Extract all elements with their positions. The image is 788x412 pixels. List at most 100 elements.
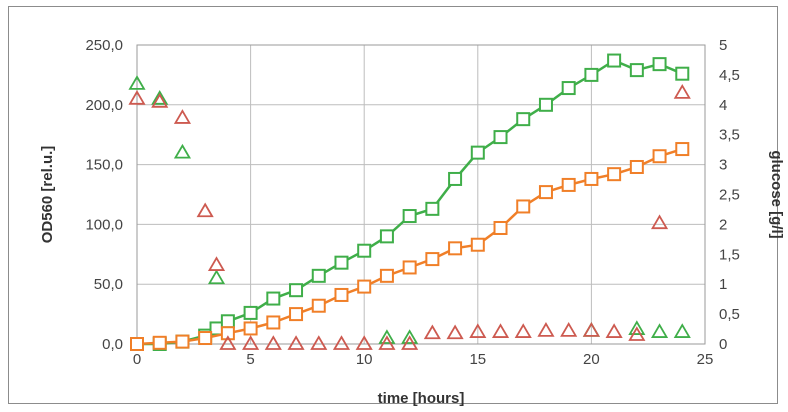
series-3-point-4 (207, 256, 226, 271)
series-0-point-17 (493, 130, 508, 145)
series-3-point-2 (173, 109, 192, 124)
series-1-point-23 (652, 149, 667, 164)
series-1-point-7 (289, 307, 304, 322)
series-1-point-18 (538, 185, 553, 200)
series-0-point-20 (561, 81, 576, 96)
series-0-line (137, 59, 683, 346)
y2-tick-label: 2,5 (719, 187, 740, 204)
y2-tick-label: 4 (719, 97, 727, 114)
series-3-point-19 (537, 322, 555, 337)
series-0-point-24 (652, 57, 667, 72)
x-tick-label: 25 (697, 351, 714, 368)
series-0-point-18 (516, 112, 531, 127)
series-3-point-20 (560, 322, 578, 337)
series-1-point-11 (379, 268, 394, 283)
series-1-point-22 (629, 159, 644, 174)
series-0-point-10 (334, 255, 349, 270)
series-3-point-17 (491, 323, 510, 338)
series-1-point-5 (243, 321, 258, 336)
series-2-point-0 (128, 75, 146, 90)
series-1-point-17 (516, 199, 531, 214)
series-0-point-23 (629, 63, 644, 78)
series-2-point-1 (151, 90, 169, 105)
series-3-point-6 (242, 335, 260, 350)
series-1-point-20 (584, 171, 599, 186)
y-tick-label: 100,0 (85, 216, 123, 233)
series-3-point-22 (605, 323, 623, 338)
series-1-point-9 (334, 287, 349, 302)
series-3-point-8 (287, 335, 305, 350)
y-axis-label: OD560 [rel.u.] (39, 146, 56, 244)
series-0-point-25 (675, 66, 690, 81)
series-1-point-6 (266, 315, 281, 330)
series-0-point-13 (402, 209, 417, 224)
series-3-point-5 (219, 335, 237, 350)
series-1-point-13 (425, 252, 440, 267)
series-2-point-9 (673, 323, 691, 338)
y-tick-label: 0,0 (102, 336, 123, 353)
y2-tick-label: 3,5 (719, 127, 740, 144)
series-1-point-0 (130, 337, 144, 351)
series-3-point-16 (469, 323, 487, 338)
series-3-point-14 (423, 324, 441, 340)
series-2-point-7 (628, 320, 646, 335)
series-3-point-18 (514, 323, 532, 338)
series-1-point-24 (675, 142, 690, 157)
series-2-point-8 (650, 323, 669, 338)
y2-tick-label: 1 (719, 276, 727, 293)
series-0-point-12 (379, 229, 394, 244)
series-3-point-12 (378, 335, 396, 350)
series-1-line (136, 147, 683, 346)
series-2-point-5 (401, 329, 419, 344)
series-1-point-19 (561, 177, 576, 192)
series-0-point-21 (584, 67, 599, 82)
series-1-point-8 (311, 298, 326, 313)
series-1-point-16 (493, 220, 508, 235)
series-3-point-7 (264, 335, 282, 350)
series-1-point-12 (402, 260, 417, 275)
series-3-point-13 (401, 335, 419, 350)
y2-tick-label: 1,5 (719, 246, 740, 263)
series-1-point-3 (198, 331, 213, 346)
series-3-point-11 (355, 335, 373, 350)
series-0-point-19 (538, 97, 553, 112)
series-3-point-1 (151, 93, 169, 108)
y2-tick-label: 5 (719, 37, 727, 54)
y2-tick-label: 2 (719, 216, 727, 233)
series-1-point-2 (175, 334, 190, 349)
series-0-point-15 (448, 171, 463, 186)
y-tick-label: 200,0 (85, 97, 123, 114)
series-3-point-25 (673, 84, 691, 99)
x-tick-label: 15 (469, 351, 486, 368)
y2-tick-label: 0,5 (719, 306, 740, 323)
series-2-point-4 (378, 329, 396, 344)
series-2-point-3 (207, 269, 226, 285)
series-1-point-15 (470, 237, 485, 252)
series-3-point-15 (446, 324, 464, 340)
series-0-point-6 (243, 305, 258, 320)
series-1-point-1 (152, 335, 167, 350)
series-3-point-0 (128, 90, 146, 105)
x-tick-label: 0 (133, 351, 141, 368)
series-1-point-14 (448, 241, 463, 256)
series-1-point-21 (607, 167, 622, 182)
series-1-point-4 (220, 326, 235, 341)
series-0-point-22 (607, 53, 622, 68)
series-0-point-11 (357, 243, 372, 258)
y2-tick-label: 4,5 (719, 67, 740, 84)
x-axis-label: time [hours] (378, 390, 465, 407)
series-0-point-14 (425, 201, 440, 216)
series-3-point-10 (332, 335, 351, 350)
series-3-point-23 (628, 326, 646, 341)
y2-axis-label: glucose [g/l] (768, 150, 785, 238)
y-tick-label: 250,0 (85, 37, 123, 54)
plot-area (136, 44, 706, 345)
series-3-point-24 (650, 214, 669, 230)
x-tick-label: 5 (246, 351, 254, 368)
y2-tick-label: 3 (719, 157, 727, 174)
x-tick-label: 10 (356, 351, 373, 368)
series-0-point-7 (266, 291, 281, 306)
series-3-point-3 (196, 202, 214, 218)
y-tick-label: 50,0 (94, 276, 123, 293)
series-3-point-9 (310, 335, 328, 350)
